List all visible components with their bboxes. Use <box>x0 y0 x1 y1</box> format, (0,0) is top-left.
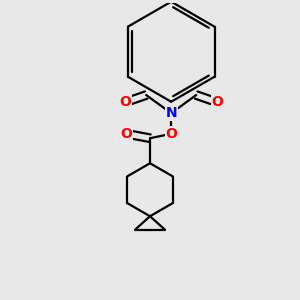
Text: O: O <box>119 95 131 110</box>
Text: N: N <box>165 106 177 120</box>
Text: O: O <box>121 127 132 141</box>
Text: O: O <box>165 127 177 141</box>
Text: O: O <box>212 95 223 110</box>
